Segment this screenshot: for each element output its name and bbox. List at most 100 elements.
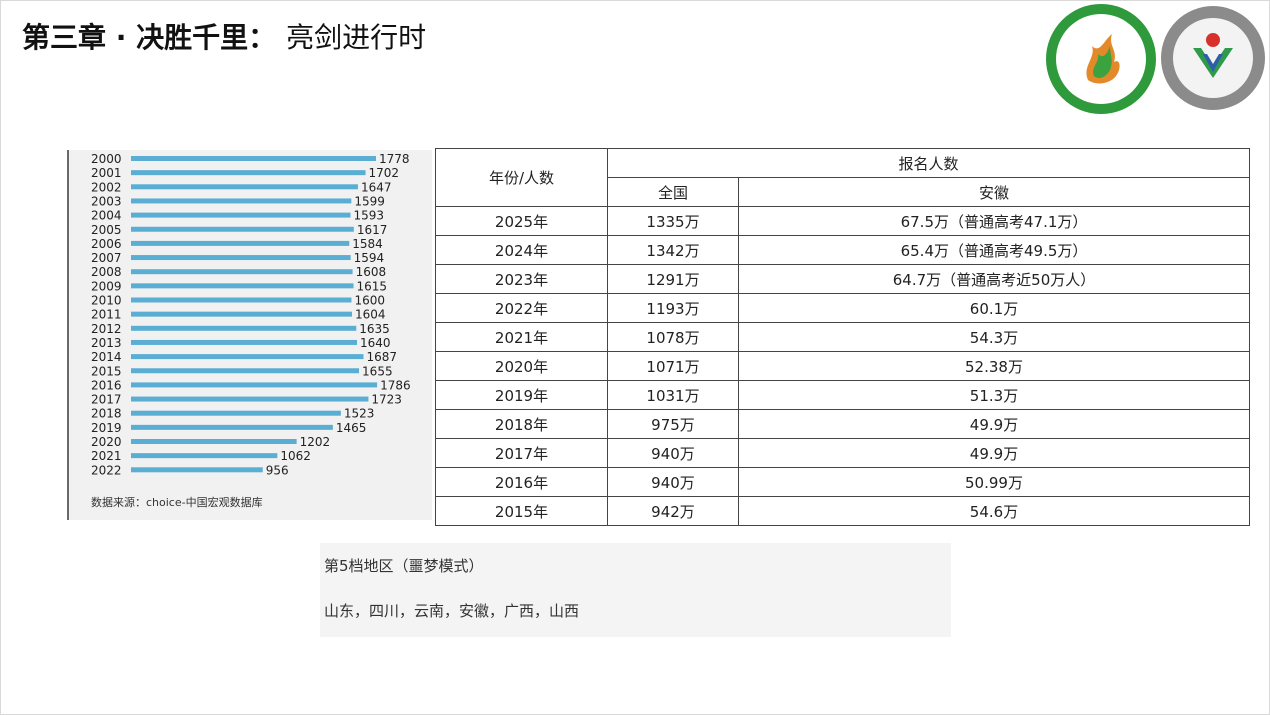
cell-year: 2024年	[435, 235, 608, 265]
table-row: 2024年 1342万 65.4万（普通高考49.5万）	[435, 235, 1250, 265]
table-row: 2025年 1335万 67.5万（普通高考47.1万）	[435, 206, 1250, 236]
cell-national: 1031万	[607, 380, 739, 410]
bar	[131, 311, 353, 317]
hefei-168-emblem-icon	[1193, 33, 1233, 78]
value-label: 1600	[354, 294, 385, 308]
category-label: 2017	[91, 393, 122, 407]
cell-anhui: 49.9万	[738, 438, 1250, 468]
cell-national: 1342万	[607, 235, 739, 265]
value-label: 1617	[357, 223, 388, 237]
category-label: 2021	[91, 449, 122, 463]
bar	[131, 382, 378, 388]
value-label: 1786	[380, 378, 411, 392]
value-label: 1723	[371, 393, 402, 407]
bar	[131, 439, 297, 444]
bar	[131, 396, 369, 402]
value-label: 1635	[359, 322, 390, 336]
bar	[131, 368, 360, 374]
category-label: 2013	[91, 336, 122, 350]
bar	[131, 297, 352, 303]
bar	[131, 198, 352, 204]
table-row: 2015年 942万 54.6万	[435, 496, 1250, 526]
category-label: 2011	[91, 308, 122, 322]
value-label: 1687	[366, 350, 397, 364]
bar	[131, 339, 357, 345]
value-label: 1778	[379, 152, 410, 166]
value-label: 1593	[354, 209, 385, 223]
value-label: 1062	[280, 449, 311, 463]
category-label: 2002	[91, 180, 122, 194]
cell-year: 2018年	[435, 409, 608, 439]
category-label: 2009	[91, 279, 122, 293]
dragon-emblem-icon	[1086, 34, 1120, 84]
gaokao-applicants-bar-chart: 2000 1778 2001 1702 2002 1647 2003 1599 2004 1593…	[67, 150, 432, 520]
category-label: 2012	[91, 322, 122, 336]
value-label: 1615	[357, 279, 388, 293]
value-label: 1594	[354, 251, 385, 265]
value-label: 1604	[355, 308, 386, 322]
cell-anhui: 67.5万（普通高考47.1万）	[738, 206, 1250, 236]
value-label: 1608	[356, 265, 387, 279]
category-label: 2010	[91, 294, 122, 308]
category-label: 2022	[91, 463, 122, 477]
bar	[131, 453, 278, 459]
cell-year: 2015年	[435, 496, 608, 526]
header-year-count: 年份/人数	[435, 148, 608, 207]
table-row: 2018年 975万 49.9万	[435, 409, 1250, 439]
cell-national: 1193万	[607, 293, 739, 323]
bar	[131, 283, 354, 289]
cell-year: 2020年	[435, 351, 608, 381]
table-row: 2020年 1071万 52.38万	[435, 351, 1250, 381]
category-label: 2007	[91, 251, 122, 265]
bar	[131, 269, 353, 275]
cell-anhui: 52.38万	[738, 351, 1250, 381]
school-logo-grey	[1161, 6, 1265, 110]
cell-year: 2021年	[435, 322, 608, 352]
cell-anhui: 50.99万	[738, 467, 1250, 497]
page-title: 第三章 · 决胜千里： 亮剑进行时	[22, 16, 426, 56]
cell-anhui: 49.9万	[738, 409, 1250, 439]
cell-national: 1291万	[607, 264, 739, 294]
category-label: 2020	[91, 435, 122, 449]
chart-source-note: 数据来源：choice-中国宏观数据库	[91, 496, 263, 509]
table-row: 2022年 1193万 60.1万	[435, 293, 1250, 323]
region-note-box: 第5档地区（噩梦模式） 山东，四川，云南，安徽，广西，山西	[320, 543, 951, 637]
school-logo-green	[1046, 4, 1156, 114]
cell-national: 1071万	[607, 351, 739, 381]
cell-year: 2022年	[435, 293, 608, 323]
bar	[131, 325, 357, 331]
cell-year: 2017年	[435, 438, 608, 468]
value-label: 1523	[344, 407, 375, 421]
cell-anhui: 54.3万	[738, 322, 1250, 352]
table-row: 2017年 940万 49.9万	[435, 438, 1250, 468]
value-label: 1655	[362, 364, 393, 378]
bar	[131, 240, 350, 246]
bar	[131, 467, 263, 473]
cell-year: 2019年	[435, 380, 608, 410]
category-label: 2016	[91, 378, 122, 392]
cell-year: 2016年	[435, 467, 608, 497]
cell-national: 1335万	[607, 206, 739, 236]
category-label: 2005	[91, 223, 122, 237]
title-bold: 第三章 · 决胜千里：	[22, 21, 277, 54]
cell-national: 940万	[607, 467, 739, 497]
category-label: 2006	[91, 237, 122, 251]
header-national: 全国	[607, 177, 739, 207]
bar	[131, 226, 354, 232]
header-applicants: 报名人数	[607, 148, 1250, 178]
bar	[131, 424, 333, 430]
region-note-list: 山东，四川，云南，安徽，广西，山西	[324, 602, 580, 620]
category-label: 2018	[91, 407, 122, 421]
value-label: 1202	[300, 435, 331, 449]
category-label: 2008	[91, 265, 122, 279]
cell-national: 975万	[607, 409, 739, 439]
bar	[131, 410, 341, 416]
bar	[131, 170, 366, 176]
value-label: 1599	[354, 194, 385, 208]
category-label: 2015	[91, 364, 122, 378]
value-label: 1640	[360, 336, 391, 350]
cell-anhui: 65.4万（普通高考49.5万）	[738, 235, 1250, 265]
bar	[131, 255, 351, 261]
table-row: 2016年 940万 50.99万	[435, 467, 1250, 497]
table-row: 2019年 1031万 51.3万	[435, 380, 1250, 410]
